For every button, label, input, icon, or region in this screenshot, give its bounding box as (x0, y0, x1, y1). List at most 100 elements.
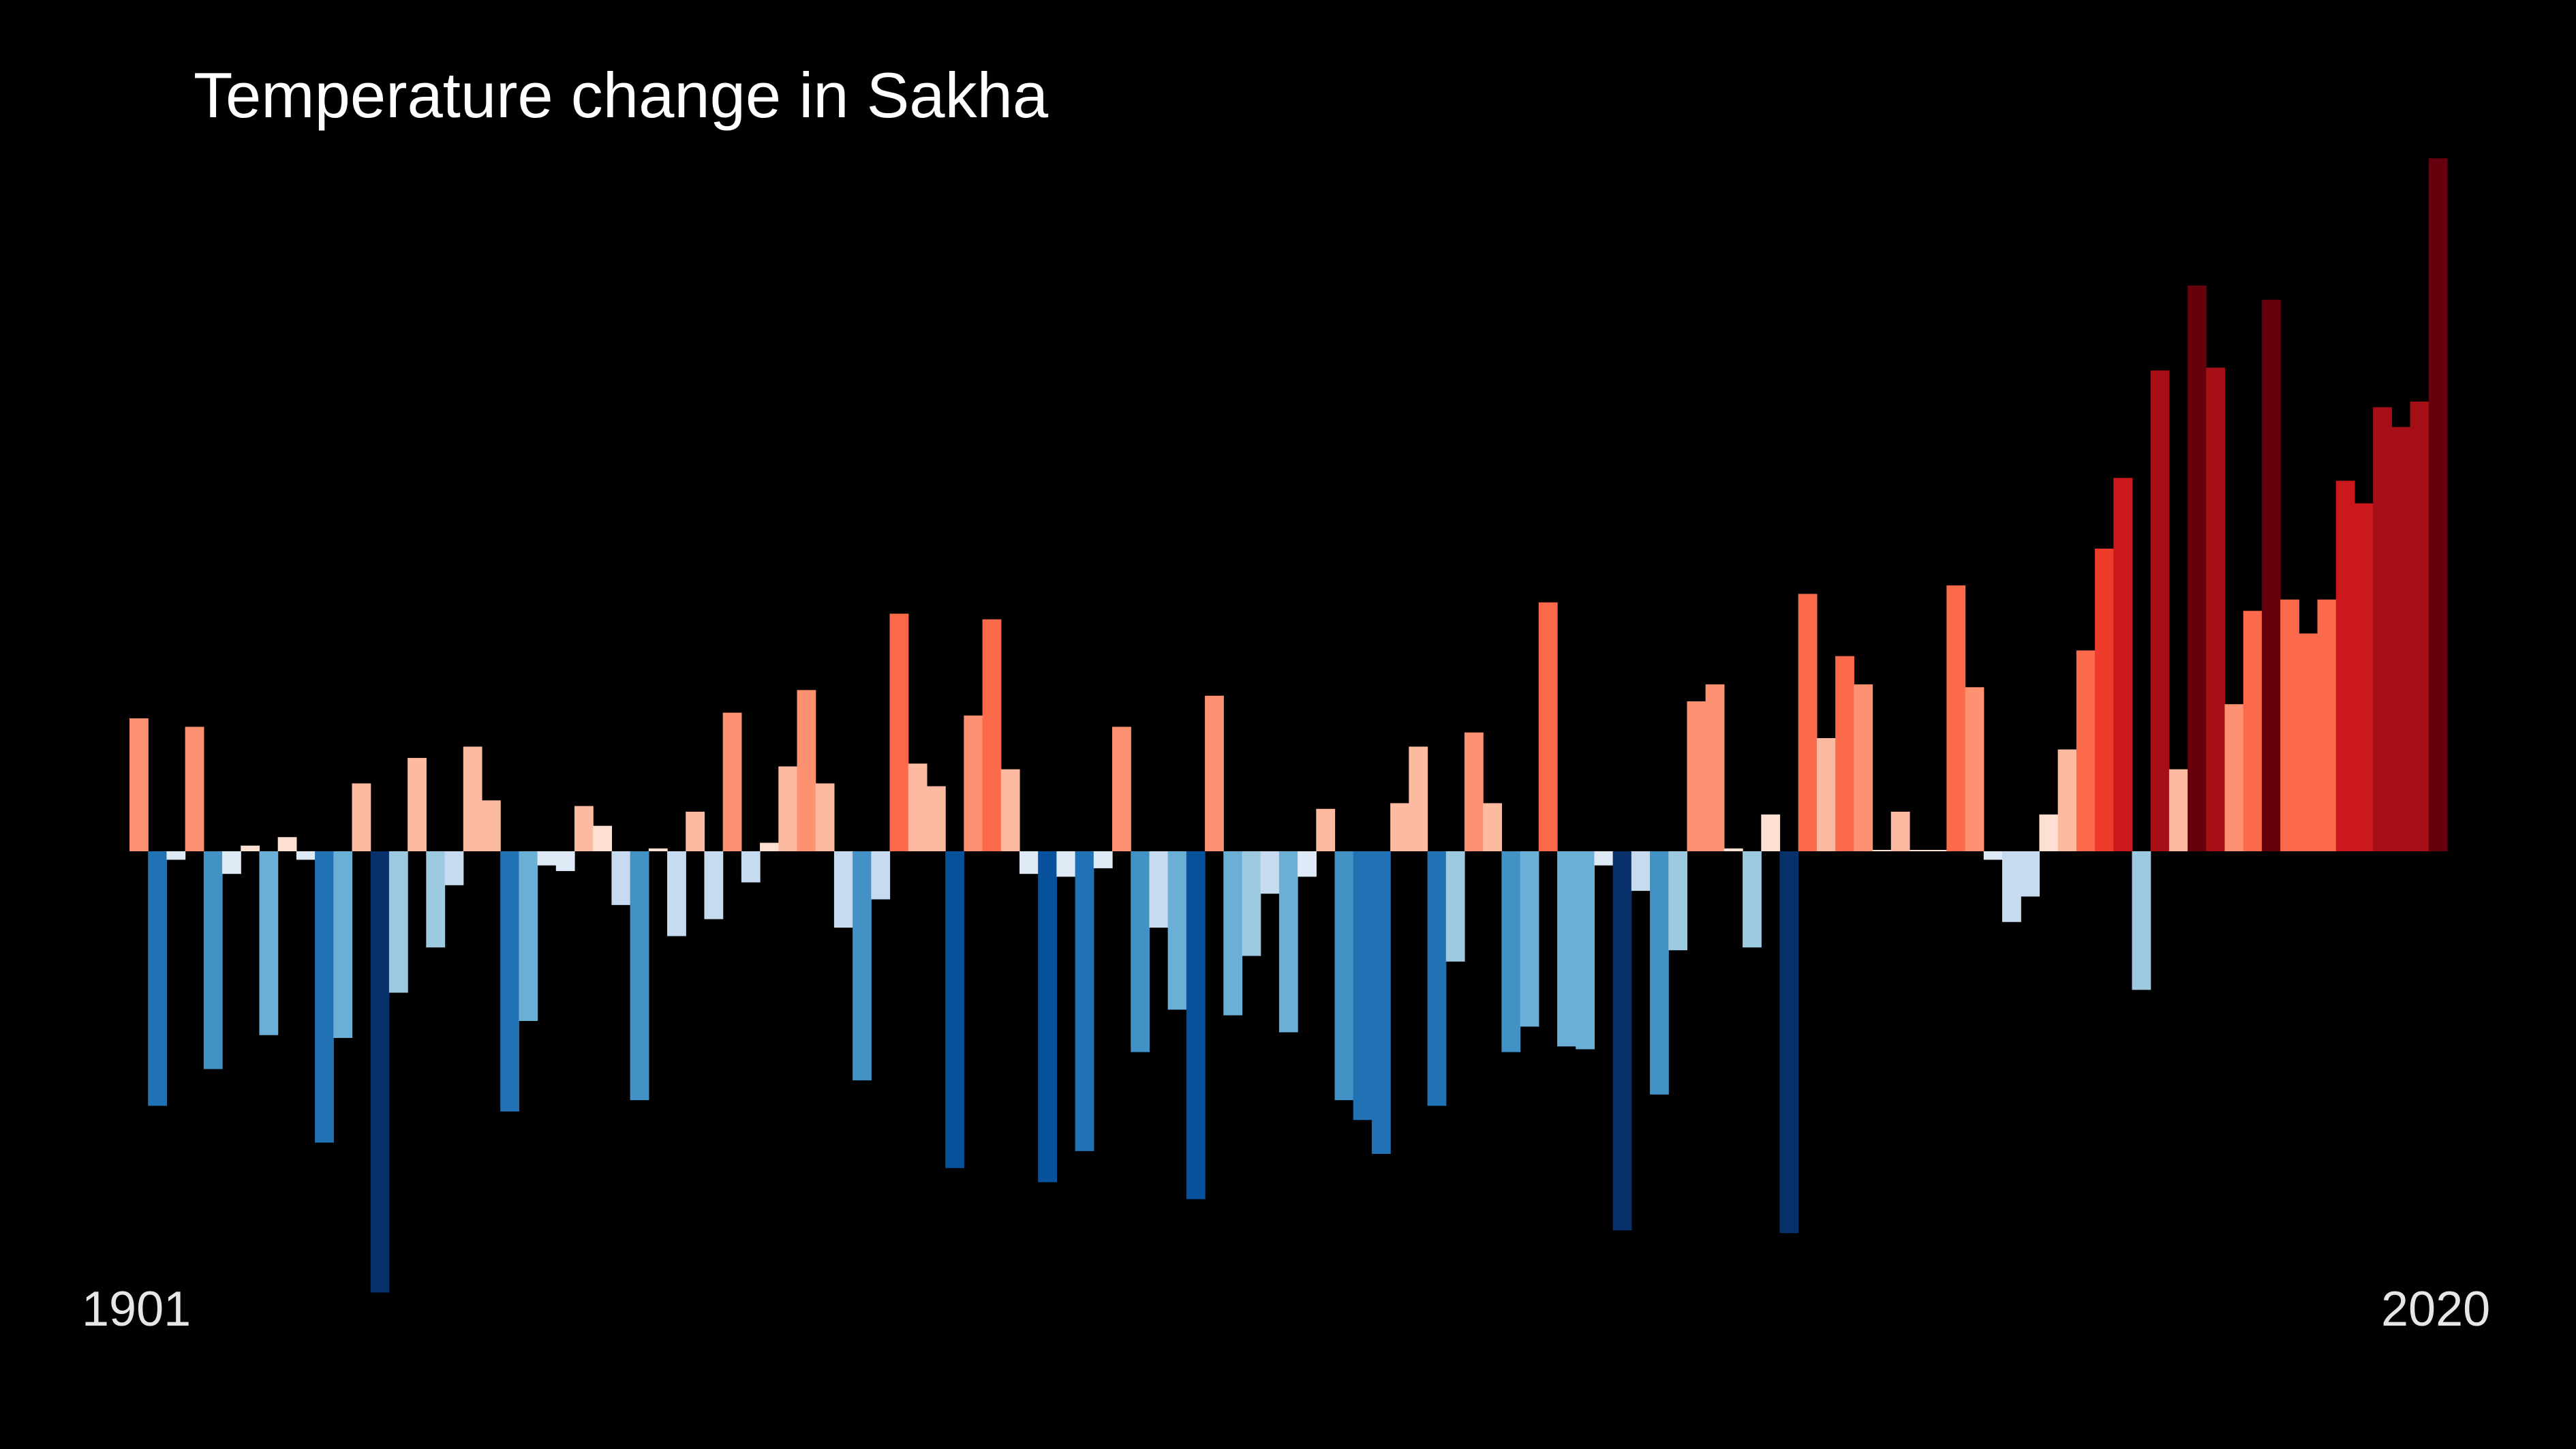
bar-1929 (648, 848, 668, 851)
bar-1932 (704, 851, 724, 919)
bar-1956 (1149, 851, 1169, 928)
bar-1928 (630, 851, 649, 1101)
bar-1994 (1854, 684, 1873, 851)
bar-2017 (2280, 599, 2299, 851)
bar-1967 (1353, 851, 1373, 1120)
bar-1909 (277, 837, 297, 851)
bar-2014 (2224, 704, 2244, 851)
bar-2018 (2299, 633, 2318, 851)
bar-2025 (2428, 158, 2448, 851)
bar-1981 (1612, 851, 1632, 1231)
bar-2011 (2168, 769, 2188, 851)
bar-1901 (129, 718, 149, 851)
bar-1917 (426, 851, 446, 948)
bar-1989 (1761, 814, 1781, 851)
bar-1941 (871, 851, 891, 900)
bar-1915 (388, 851, 408, 993)
bar-1953 (1093, 851, 1113, 868)
bar-1964 (1298, 851, 1317, 877)
bar-1926 (593, 825, 613, 851)
bar-1970 (1409, 746, 1428, 851)
bar-1954 (1112, 727, 1131, 851)
bar-1931 (686, 811, 705, 851)
bar-1905 (203, 851, 223, 1069)
bar-1940 (853, 851, 872, 1081)
bar-1918 (444, 851, 464, 885)
bar-1930 (667, 851, 686, 936)
bar-2010 (2150, 370, 2170, 851)
bar-1910 (296, 851, 316, 860)
bar-1911 (315, 851, 334, 1143)
bar-1927 (611, 851, 631, 905)
bar-1976 (1520, 851, 1539, 1027)
bar-1972 (1445, 851, 1465, 962)
bar-2001 (1983, 851, 2003, 860)
bar-1933 (722, 712, 742, 851)
bar-1949 (1019, 851, 1039, 874)
bar-1904 (185, 727, 204, 851)
bar-2008 (2113, 478, 2133, 851)
end-year-label: 2020 (2381, 1282, 2491, 1337)
bar-2005 (2057, 749, 2077, 851)
bar-1982 (1631, 851, 1651, 891)
bar-1947 (982, 619, 1002, 851)
bar-1935 (760, 842, 779, 851)
bar-1957 (1167, 851, 1187, 1010)
bar-1919 (463, 746, 482, 851)
bar-1921 (500, 851, 519, 1112)
start-year-label: 1901 (82, 1282, 191, 1337)
bar-1939 (833, 851, 853, 928)
bar-1975 (1501, 851, 1521, 1052)
bar-1955 (1131, 851, 1150, 1052)
bar-1979 (1576, 851, 1595, 1050)
bar-1978 (1557, 851, 1576, 1047)
bar-1952 (1075, 851, 1094, 1151)
bar-1965 (1316, 808, 1336, 851)
bar-1963 (1278, 851, 1298, 1033)
bar-1968 (1371, 851, 1391, 1155)
bar-2024 (2410, 401, 2429, 851)
bar-1996 (1890, 811, 1910, 851)
bar-1974 (1483, 803, 1502, 851)
bar-2020 (2335, 481, 2355, 851)
bar-1992 (1816, 738, 1836, 851)
bar-1912 (333, 851, 353, 1038)
bar-1916 (408, 758, 427, 851)
bars-group (129, 158, 2448, 1293)
bar-1950 (1038, 851, 1057, 1183)
bar-1995 (1872, 850, 1892, 851)
bar-1973 (1464, 732, 1484, 851)
bar-1985 (1687, 701, 1706, 851)
bar-1922 (519, 851, 538, 1021)
bar-1951 (1056, 851, 1076, 877)
bar-2013 (2206, 367, 2226, 851)
bar-1971 (1427, 851, 1447, 1106)
bar-2012 (2188, 286, 2207, 851)
bar-1946 (964, 715, 983, 851)
bar-2022 (2373, 407, 2392, 851)
bar-2006 (2076, 650, 2096, 851)
bar-1936 (778, 766, 798, 851)
bar-1902 (148, 851, 168, 1106)
bar-1948 (1000, 769, 1020, 851)
bar-1923 (537, 851, 557, 866)
bar-1908 (259, 851, 279, 1035)
bar-1960 (1223, 851, 1243, 1016)
bar-2000 (1965, 687, 1984, 851)
bar-1914 (370, 851, 390, 1293)
bar-1959 (1205, 695, 1224, 851)
bar-2009 (2132, 851, 2151, 990)
chart-title: Temperature change in Sakha (194, 59, 1049, 131)
bar-1924 (555, 851, 575, 872)
bar-2023 (2391, 427, 2411, 851)
bar-2003 (2021, 851, 2040, 897)
bar-1999 (1946, 585, 1966, 851)
bar-2015 (2243, 611, 2263, 851)
bar-1997 (1909, 850, 1929, 851)
bar-1998 (1928, 850, 1947, 851)
bar-1962 (1260, 851, 1280, 894)
bar-1920 (481, 800, 501, 851)
bar-2016 (2261, 299, 2281, 851)
bar-2004 (2039, 814, 2059, 851)
